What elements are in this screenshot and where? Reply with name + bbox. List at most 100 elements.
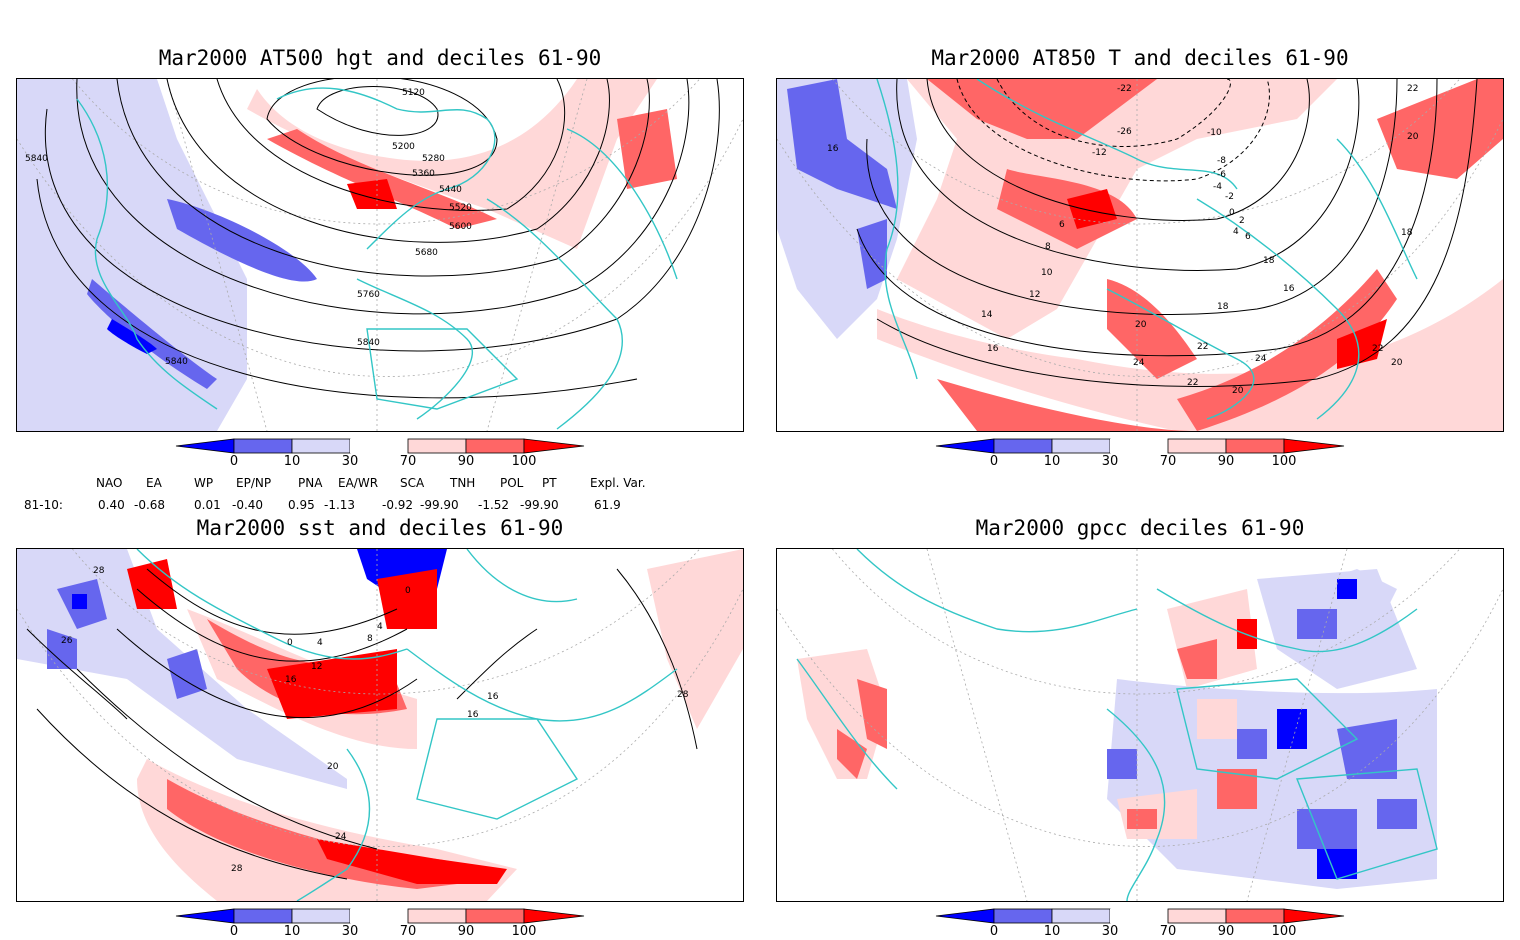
contour-label: 6: [1245, 232, 1251, 242]
map-t850: -22 -26 -12 -10 -8 -6 -4 -2 0 2 4 6 6 8 …: [776, 78, 1504, 432]
contour-label: 8: [367, 634, 373, 644]
colorbar-triangle-high: [523, 908, 585, 924]
colorbar-tick: 10: [1043, 454, 1061, 469]
shade-pink-band: [247, 79, 657, 249]
contour-label: 16: [1283, 284, 1295, 294]
graticule: [17, 549, 743, 901]
colorbar-seg-30-70: [350, 909, 408, 923]
coastlines: [136, 549, 678, 901]
map-t850-svg: -22 -26 -12 -10 -8 -6 -4 -2 0 2 4 6 6 8 …: [777, 79, 1503, 431]
contour-label: 2: [1239, 216, 1245, 226]
contour-label: 20: [1232, 386, 1244, 396]
colorbar-tick: 0: [229, 454, 239, 469]
contour-label: 4: [377, 622, 383, 632]
graticule: [777, 549, 1503, 901]
contour-label: 24: [1133, 358, 1145, 368]
colorbar-tick: 30: [341, 454, 359, 469]
shade-red-ne: [377, 569, 437, 629]
contour-label: 18: [1217, 302, 1229, 312]
shade-lightblue-west: [17, 79, 247, 431]
shade-red-east-band: [1177, 269, 1397, 431]
coastlines: [876, 79, 1418, 420]
contour-label: -8: [1217, 156, 1226, 166]
colorbar-tick: 70: [399, 924, 417, 939]
hgt-contour-labels: 5120 5200 5280 5360 5440 5520 5600 5680 …: [25, 88, 472, 367]
colorbar-seg-90-100: [1225, 438, 1285, 454]
index-value-pna: 0.95: [288, 498, 315, 512]
colorbar-tick: 10: [1043, 924, 1061, 939]
contour-label: 5840: [165, 357, 188, 367]
colorbar-tick: 10: [283, 924, 301, 939]
colorbar-1-svg: [175, 438, 585, 454]
shade-pink-north: [897, 79, 1337, 339]
index-name-pt: PT: [542, 476, 557, 490]
contour-label: 24: [1255, 354, 1267, 364]
shade-blue-mid: [167, 199, 317, 282]
shade-red-band: [267, 129, 497, 229]
shade-red-east: [617, 109, 677, 189]
contour-label: 28: [677, 690, 689, 700]
contour-label: 16: [487, 692, 499, 702]
colorbar-seg-30-70: [350, 439, 408, 453]
colorbar-tick: 10: [283, 454, 301, 469]
colorbar-tick: 90: [457, 454, 475, 469]
colorbar-seg-70-90: [407, 908, 467, 924]
contour-label: 12: [1029, 290, 1040, 300]
shade-red-core: [1067, 189, 1117, 229]
contour-label: 5840: [25, 154, 48, 164]
map-sst: 28 26 0 4 8 12 16 16 20 24 28 28 16 4 0: [16, 548, 744, 902]
contour-label: 5760: [357, 290, 380, 300]
colorbar-4: 0 10 30 70 90 100: [934, 908, 1346, 940]
colorbar-seg-30-70: [1110, 909, 1168, 923]
index-value-sca: -0.92: [382, 498, 414, 512]
contour-label: -4: [1213, 182, 1222, 192]
shade-red-ne: [1377, 79, 1503, 179]
graticule: [777, 79, 1503, 431]
contour-label: 5120: [402, 88, 425, 98]
contour-label: 5200: [392, 142, 415, 152]
index-name-tnh: TNH: [450, 476, 476, 490]
shade-pink-east: [647, 549, 743, 729]
colorbar-1: 0 10 30 70 90 100: [174, 438, 586, 472]
index-name-pol: POL: [500, 476, 524, 490]
shade-red-med: [1107, 279, 1197, 379]
colorbar-seg-0-10: [233, 438, 293, 454]
colorbar-tick: 70: [1159, 924, 1177, 939]
colorbar-3: 0 10 30 70 90 100: [174, 908, 586, 940]
index-value-tnh: -99.90: [420, 498, 459, 512]
shade-darkblue-spot: [72, 594, 87, 609]
contour-label: -10: [1207, 128, 1222, 138]
shade-red-east-core: [1337, 319, 1387, 369]
contour-label: 4: [1233, 227, 1239, 237]
contour-label: -22: [1117, 84, 1132, 94]
map-gpcc: [776, 548, 1504, 902]
shade-red-south-core: [317, 839, 507, 884]
colorbar-triangle-high: [523, 438, 585, 454]
contour-label: 0: [405, 586, 411, 596]
shade-red-south: [937, 379, 1197, 431]
colorbar-seg-0-10: [233, 908, 293, 924]
index-value-nao: 0.40: [98, 498, 125, 512]
shade-blue-south: [87, 279, 217, 389]
contour-label: 22: [1197, 342, 1208, 352]
shade-red-nw: [127, 559, 177, 609]
index-value-explvar: 61.9: [594, 498, 621, 512]
map-hgt500: 5120 5200 5280 5360 5440 5520 5600 5680 …: [16, 78, 744, 432]
contour-label: 16: [285, 675, 297, 685]
colorbar-tick: 0: [229, 924, 239, 939]
index-row-label: 81-10:: [24, 498, 63, 512]
colorbar-triangle-low: [935, 438, 995, 454]
colorbar-tick: 100: [511, 924, 537, 939]
colorbar-tick: 70: [1159, 454, 1177, 469]
colorbar-seg-10-30: [1051, 908, 1111, 924]
contour-label: 5440: [439, 185, 462, 195]
coastlines: [76, 87, 678, 430]
colorbar-tick: 100: [1271, 924, 1297, 939]
index-value-eawr: -1.13: [324, 498, 356, 512]
colorbar-tick: 0: [989, 924, 999, 939]
colorbar-seg-90-100: [465, 908, 525, 924]
contour-label: 12: [311, 662, 322, 672]
colorbar-tick: 90: [1217, 924, 1235, 939]
contour-label: 16: [467, 710, 479, 720]
shade-red-mid: [997, 169, 1137, 249]
